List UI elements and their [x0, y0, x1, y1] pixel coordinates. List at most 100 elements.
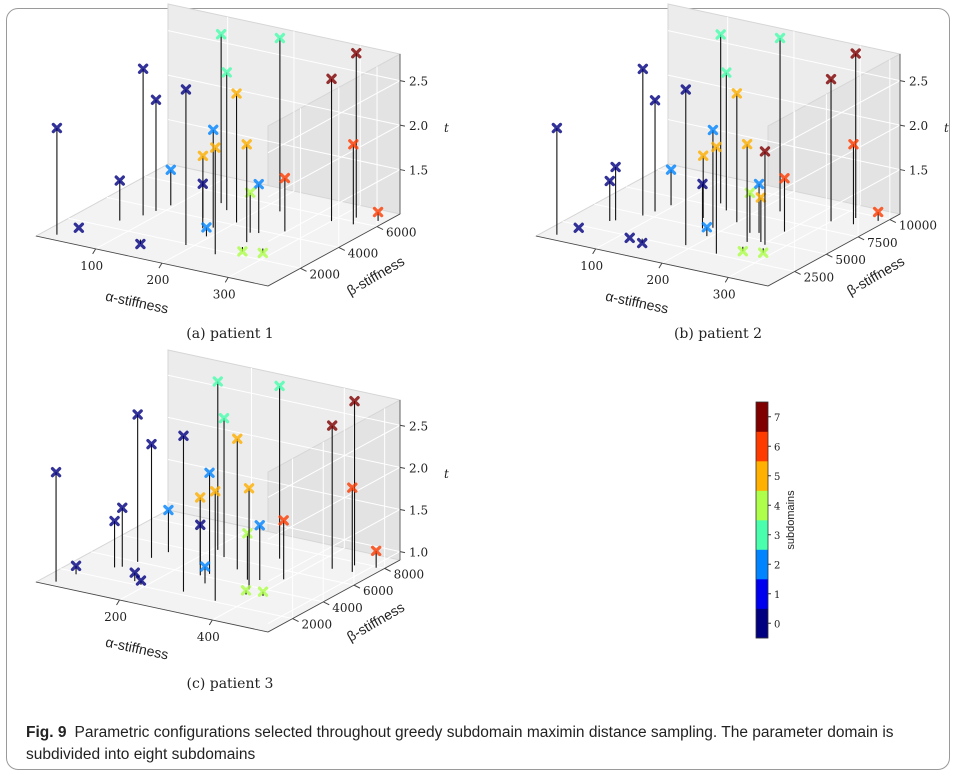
data-point-marker: [73, 222, 85, 233]
grid-line: [667, 30, 901, 82]
grid-line: [267, 466, 401, 540]
colorbar-segment: [756, 520, 768, 550]
x-axis-line: [35, 581, 269, 633]
x-tick-mark: [224, 277, 229, 283]
grid-line: [119, 527, 252, 601]
grid-line: [562, 220, 795, 272]
data-point-marker: [129, 567, 140, 578]
colorbar-segment: [756, 402, 768, 432]
z-tick-mark: [399, 80, 406, 83]
y-tick-label: 2000: [310, 267, 341, 281]
data-point-marker: [326, 420, 338, 431]
z-tick-mark: [399, 124, 406, 127]
colorbar-tick-label: 3: [774, 531, 780, 542]
data-point-marker: [551, 122, 563, 134]
z-tick-label: 2.5: [409, 419, 428, 433]
data-point-marker: [244, 187, 256, 198]
x-axis-label: α-stiffness: [104, 288, 170, 317]
y-tick-mark: [826, 253, 833, 258]
z-axis-label: t: [444, 121, 449, 135]
data-point-marker: [349, 395, 360, 407]
grid-line: [144, 176, 378, 228]
data-point-marker: [208, 124, 219, 136]
data-point-marker: [218, 412, 230, 424]
x-axis-line: [535, 235, 769, 287]
grid-line: [121, 534, 355, 586]
colorbar-outline: [755, 401, 769, 639]
grid-line: [60, 568, 293, 620]
y-tick-mark: [794, 271, 801, 275]
data-point-marker: [753, 178, 765, 190]
z-axis-label: t: [444, 467, 449, 481]
y-tick-label: 5000: [835, 253, 866, 267]
grid-line: [626, 186, 859, 238]
x-tick-label: 100: [80, 259, 103, 273]
x-tick-label: 100: [580, 259, 603, 273]
y-tick-label: 2500: [804, 270, 835, 284]
data-point-marker: [711, 141, 722, 153]
data-point-marker: [215, 29, 227, 40]
x-tick-label: 200: [104, 610, 127, 624]
data-point-marker: [779, 173, 790, 184]
data-point-marker: [755, 192, 767, 203]
grid-line: [68, 217, 301, 269]
data-point-marker: [212, 376, 223, 387]
grid-line: [767, 169, 901, 242]
data-point-marker: [774, 32, 786, 44]
data-point-marker: [150, 94, 162, 105]
data-point-marker: [848, 139, 859, 150]
colorbar-tick-label: 6: [774, 442, 780, 453]
data-point-marker: [197, 150, 209, 162]
y-tick-mark: [300, 267, 307, 272]
y-tick-mark: [857, 236, 865, 241]
data-point-marker: [636, 237, 648, 249]
subcaption: (b) patient 2: [674, 326, 762, 342]
grid-line: [161, 190, 295, 264]
grid-line: [267, 124, 401, 198]
data-point-marker: [117, 502, 128, 513]
colorbar-segment: [756, 490, 768, 521]
x-tick-mark: [158, 262, 163, 269]
data-point-marker: [274, 32, 286, 44]
z-tick-mark: [899, 124, 906, 127]
data-point-marker: [758, 247, 769, 258]
x-tick-label: 300: [713, 287, 736, 301]
data-point-marker: [132, 409, 143, 420]
data-point-marker: [243, 483, 255, 494]
data-point-marker: [731, 88, 743, 99]
data-point-marker: [604, 175, 615, 187]
z-tick-mark: [399, 551, 406, 554]
data-point-marker: [242, 528, 253, 539]
data-point-marker: [201, 222, 212, 233]
data-point-marker: [348, 139, 359, 150]
z-tick-label: 2.5: [409, 75, 428, 89]
data-point-marker: [278, 515, 289, 526]
plot-patient-1: 100 200 300 2000 4000 6000 1.5 2.0 2.5 α-stiffnes…: [34, 3, 449, 342]
data-point-marker: [351, 48, 362, 59]
y-tick-mark: [338, 246, 346, 251]
data-point-marker: [257, 586, 269, 597]
data-point-marker: [178, 430, 189, 442]
grid-line: [167, 30, 401, 82]
z-tick-label: 1.5: [909, 164, 928, 178]
z-axis-label: t: [944, 121, 949, 135]
grid-line: [212, 547, 345, 621]
grid-line: [227, 204, 361, 278]
y-tick-mark: [376, 226, 384, 230]
z-tick-mark: [399, 424, 406, 427]
x-tick-label: 200: [646, 273, 669, 287]
data-point-marker: [50, 466, 62, 478]
colorbar-tick-label: 7: [774, 413, 780, 424]
data-point-marker: [715, 29, 726, 40]
x-tick-mark: [724, 277, 729, 283]
y-tick-mark: [292, 618, 299, 623]
figure-frame: [6, 8, 950, 770]
data-point-marker: [257, 247, 268, 259]
x-tick-mark: [658, 262, 663, 269]
y-tick-mark: [384, 567, 391, 572]
data-point-marker: [232, 433, 243, 444]
data-point-marker: [210, 142, 221, 153]
grid-line: [267, 80, 401, 154]
z-tick-mark: [899, 80, 906, 83]
